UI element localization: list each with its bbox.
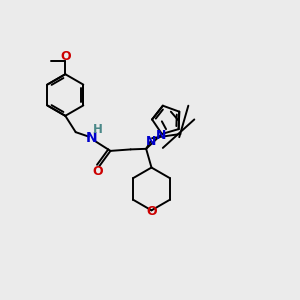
Text: O: O (146, 205, 157, 218)
Text: N: N (146, 135, 157, 148)
Text: H: H (93, 123, 103, 136)
Text: N: N (156, 129, 166, 142)
Text: O: O (92, 165, 103, 178)
Text: N: N (85, 130, 97, 145)
Text: O: O (61, 50, 71, 64)
